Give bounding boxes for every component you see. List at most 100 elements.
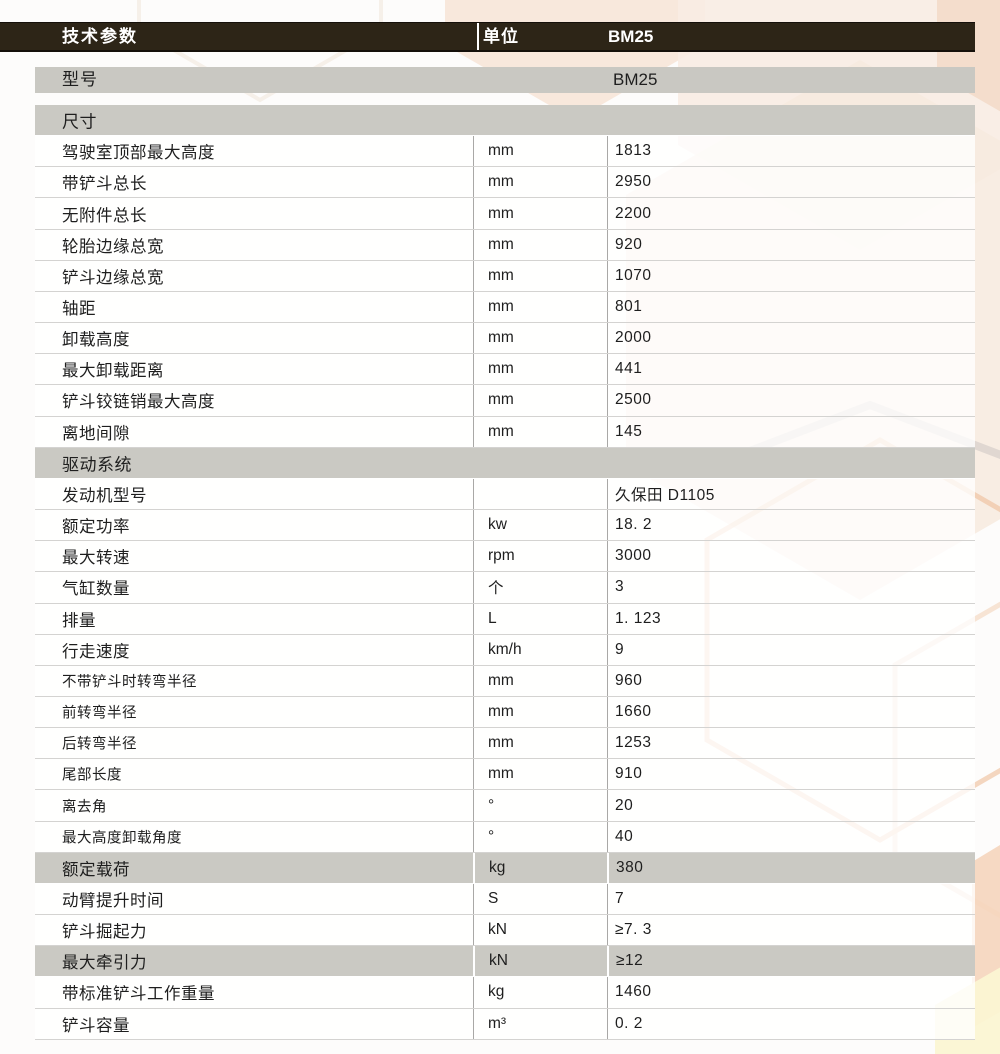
row-label: 铲斗容量 — [62, 1016, 130, 1035]
row-unit: kw — [488, 516, 507, 534]
row-unit: kN — [488, 921, 507, 939]
value-cell: 1070 — [607, 260, 975, 291]
unit-cell: kg — [473, 977, 607, 1008]
spec-table-body: 尺寸 驾驶室顶部最大高度 mm 1813 带铲斗总长 mm 2950 无附件总长 mm 2200 轮… — [35, 105, 975, 1040]
spec-row: 前转弯半径 mm 1660 — [35, 696, 975, 729]
row-value: 2000 — [615, 329, 652, 347]
value-cell: 18. 2 — [607, 510, 975, 541]
row-value: 801 — [615, 298, 643, 316]
row-value: 20 — [615, 796, 634, 814]
row-label: 带标准铲斗工作重量 — [62, 985, 215, 1004]
unit-cell: mm — [473, 416, 607, 447]
section-header-row: 尺寸 — [35, 105, 975, 137]
row-label: 最大转速 — [62, 549, 130, 568]
unit-cell: kw — [473, 510, 607, 541]
value-cell: 久保田 D1105 — [607, 478, 975, 510]
unit-cell: S — [473, 883, 607, 915]
unit-cell: ° — [473, 790, 607, 821]
row-label: 轴距 — [62, 300, 96, 319]
spec-row: 最大转速 rpm 3000 — [35, 541, 975, 573]
row-value: 1253 — [615, 734, 652, 752]
spec-row: 尾部长度 mm 910 — [35, 759, 975, 791]
row-value: 1070 — [615, 266, 652, 284]
value-cell: 2950 — [607, 167, 975, 198]
row-value: 380 — [616, 858, 644, 876]
row-value: 2950 — [615, 173, 652, 191]
unit-cell: mm — [473, 260, 607, 291]
unit-cell: kN — [473, 946, 607, 977]
spec-row: 铲斗容量 m³ 0. 2 — [35, 1008, 975, 1040]
value-cell: 40 — [607, 821, 975, 852]
value-cell: 7 — [607, 883, 975, 915]
hexagon-shape — [445, 0, 705, 120]
spec-row: 离去角 ° 20 — [35, 790, 975, 822]
value-cell: 0. 2 — [607, 1008, 975, 1039]
spec-row: 行走速度 km/h 9 — [35, 634, 975, 666]
value-cell: ≥7. 3 — [607, 915, 975, 946]
value-cell: 960 — [607, 665, 975, 696]
row-unit: km/h — [488, 640, 522, 658]
value-cell: 920 — [607, 229, 975, 260]
value-cell: 3000 — [607, 541, 975, 572]
unit-cell: mm — [473, 385, 607, 416]
row-value: ≥12 — [616, 952, 644, 970]
unit-cell: ° — [473, 821, 607, 852]
spec-row: 气缸数量 个 3 — [35, 572, 975, 604]
spec-row: 最大牵引力 kN ≥12 — [35, 946, 975, 978]
row-value: 441 — [615, 360, 643, 378]
header-param-label: 技术参数 — [62, 27, 138, 46]
row-label: 驱动系统 — [62, 455, 132, 475]
unit-cell: mm — [473, 229, 607, 260]
value-cell: 2000 — [607, 323, 975, 354]
spec-row: 铲斗铰链销最大高度 mm 2500 — [35, 385, 975, 417]
spec-row: 带铲斗总长 mm 2950 — [35, 167, 975, 199]
row-value: 18. 2 — [615, 516, 652, 534]
row-value: 40 — [615, 827, 634, 845]
spec-row: 发动机型号 久保田 D1105 — [35, 478, 975, 511]
spec-row: 驾驶室顶部最大高度 mm 1813 — [35, 136, 975, 168]
row-value: 2200 — [615, 204, 652, 222]
row-unit: kN — [489, 952, 508, 970]
row-value: 1660 — [615, 703, 652, 721]
row-unit: kg — [488, 983, 505, 1001]
value-cell: 20 — [607, 790, 975, 821]
spec-row: 排量 L 1. 123 — [35, 603, 975, 635]
value-cell: ≥12 — [607, 946, 975, 977]
spec-row: 额定功率 kw 18. 2 — [35, 510, 975, 542]
value-cell: 3 — [607, 572, 975, 603]
row-label: 无附件总长 — [62, 206, 147, 225]
row-value: 960 — [615, 671, 643, 689]
row-unit: mm — [488, 235, 514, 253]
value-cell: 2200 — [607, 198, 975, 229]
row-unit: mm — [488, 142, 514, 160]
header-unit-label: 单位 — [483, 27, 519, 46]
spec-row: 最大卸载距离 mm 441 — [35, 354, 975, 386]
value-cell: 380 — [607, 852, 975, 883]
row-label: 最大高度卸载角度 — [62, 830, 182, 847]
spec-row: 带标准铲斗工作重量 kg 1460 — [35, 977, 975, 1009]
row-unit: mm — [488, 391, 514, 409]
row-unit: 个 — [488, 580, 504, 598]
row-unit: mm — [488, 765, 514, 783]
value-cell: 441 — [607, 354, 975, 385]
row-value: 9 — [615, 640, 625, 658]
row-value: ≥7. 3 — [615, 921, 652, 939]
unit-cell: km/h — [473, 634, 607, 665]
value-cell: 1. 123 — [607, 603, 975, 634]
value-cell: 910 — [607, 759, 975, 790]
row-unit: rpm — [488, 547, 515, 565]
row-label: 驾驶室顶部最大高度 — [62, 144, 215, 163]
edge-strip — [972, 845, 1000, 1028]
unit-cell: kg — [473, 852, 607, 883]
row-label: 额定功率 — [62, 518, 130, 537]
row-unit: ° — [488, 796, 495, 814]
spec-row: 后转弯半径 mm 1253 — [35, 728, 975, 760]
row-label: 轮胎边缘总宽 — [62, 237, 164, 256]
header-model-label: BM25 — [608, 27, 654, 46]
spec-row: 额定载荷 kg 380 — [35, 852, 975, 884]
spec-row: 铲斗边缘总宽 mm 1070 — [35, 260, 975, 292]
model-row-value: BM25 — [613, 70, 658, 89]
row-unit: L — [488, 609, 497, 627]
row-unit: mm — [488, 204, 514, 222]
row-value: 3000 — [615, 547, 652, 565]
